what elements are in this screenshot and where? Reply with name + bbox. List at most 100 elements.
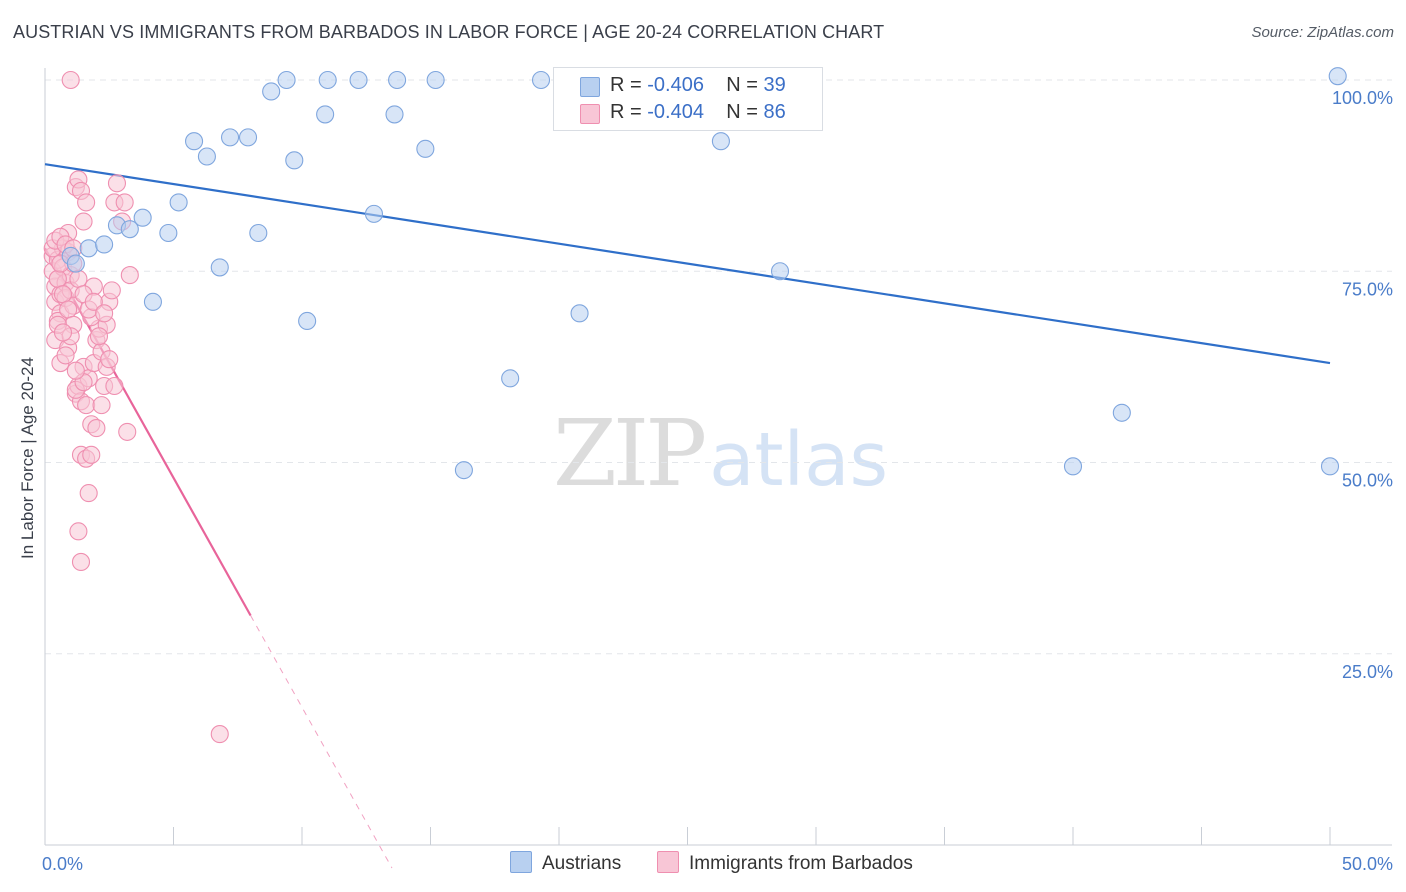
austrians-point <box>1112 403 1131 422</box>
barbados-point <box>74 212 93 231</box>
barbados-point <box>56 346 75 365</box>
austrians-point <box>238 128 258 147</box>
y-tick-label-50: 50.0% <box>1342 471 1393 491</box>
austrians-point <box>285 151 304 170</box>
austrians-point <box>262 82 281 101</box>
data-points <box>43 67 1347 744</box>
austrians-point <box>531 70 551 90</box>
legend-austrians-label: Austrians <box>542 853 622 874</box>
barbados-point <box>120 266 139 285</box>
austrians-point <box>66 254 85 273</box>
austrians-r-value: -0.406 <box>647 74 704 96</box>
barbados-swatch <box>580 104 600 124</box>
y-axis-title: In Labor Force | Age 20-24 <box>18 357 37 559</box>
barbados-n-value: 86 <box>763 101 786 123</box>
austrians-point <box>1063 457 1083 476</box>
trend-line-austrians <box>44 163 1331 365</box>
barbados-point <box>61 70 80 90</box>
austrians-n-value: 39 <box>763 74 786 96</box>
austrians-point <box>364 204 384 223</box>
austrians-n-label: N = <box>726 74 758 96</box>
barbados-point <box>66 361 85 380</box>
trend-line-extension-barbados <box>250 615 393 869</box>
barbados-point <box>102 281 121 300</box>
barbados-point <box>118 422 137 441</box>
austrians-point <box>298 311 317 331</box>
watermark-zip: ZIP <box>553 400 707 507</box>
axes <box>44 68 1392 846</box>
legend-austrians: Austrians <box>510 851 621 875</box>
austrians-legend-swatch <box>510 851 532 873</box>
austrians-point <box>159 223 178 243</box>
barbados-point <box>107 174 127 193</box>
austrians-point <box>169 193 188 212</box>
barbados-point <box>89 327 109 346</box>
austrians-point <box>185 132 204 151</box>
barbados-point <box>87 419 106 438</box>
austrians-point <box>249 223 268 243</box>
austrians-point <box>197 147 216 166</box>
barbados-point <box>53 323 73 342</box>
legend-barbados-label: Immigrants from Barbados <box>689 853 913 874</box>
y-tick-label-25: 25.0% <box>1342 662 1393 682</box>
austrians-point <box>120 220 139 239</box>
austrians-stats: R = -0.406 N = 39 <box>610 74 786 97</box>
legend-barbados: Immigrants from Barbados <box>657 851 913 875</box>
x-tick-label-min: 0.0% <box>42 854 83 874</box>
barbados-point <box>210 725 229 744</box>
barbados-point <box>79 484 98 503</box>
austrians-point <box>711 132 730 151</box>
austrians-point <box>770 262 790 281</box>
austrians-point <box>349 70 368 90</box>
watermark-atlas: atlas <box>709 417 888 503</box>
austrians-point <box>143 292 162 311</box>
barbados-point <box>77 396 96 415</box>
austrians-point <box>318 70 337 90</box>
austrians-point <box>385 105 404 124</box>
barbados-point <box>84 292 103 311</box>
stats-legend: R = -0.406 N = 39 R = -0.404 N = 86 <box>553 67 823 131</box>
barbados-point <box>69 522 88 541</box>
x-tick-label-max: 50.0% <box>1342 854 1393 874</box>
trend-lines <box>44 163 1331 869</box>
austrians-point <box>133 208 152 227</box>
barbados-r-label: R = <box>610 101 642 123</box>
barbados-legend-swatch <box>657 851 679 873</box>
austrians-swatch <box>580 77 600 97</box>
barbados-point <box>105 376 124 396</box>
austrians-point <box>79 239 98 258</box>
austrians-point <box>1328 67 1347 86</box>
barbados-point <box>53 285 73 304</box>
grid-lines <box>45 79 1392 655</box>
austrians-point <box>570 304 589 323</box>
austrians-point <box>220 128 240 147</box>
barbados-point <box>100 350 119 369</box>
barbados-point <box>82 445 101 464</box>
barbados-point <box>77 193 96 212</box>
source-credit: Source: ZipAtlas.com <box>1251 24 1394 41</box>
austrians-point <box>501 369 520 388</box>
watermark: ZIPatlas <box>553 400 888 507</box>
axis-labels: 25.0% 50.0% 75.0% 100.0% 0.0% 50.0% In Labor F… <box>18 88 1393 874</box>
barbados-point <box>95 304 114 323</box>
austrians-point <box>316 105 335 124</box>
barbados-n-label: N = <box>726 101 758 123</box>
barbados-point <box>48 269 67 288</box>
y-tick-label-75: 75.0% <box>1342 279 1393 299</box>
barbados-stats: R = -0.404 N = 86 <box>610 101 786 124</box>
austrians-point <box>210 258 229 277</box>
barbados-point <box>59 300 78 319</box>
barbados-point <box>115 193 134 212</box>
austrians-point <box>416 139 435 158</box>
barbados-point <box>69 269 88 288</box>
austrians-point <box>426 70 445 90</box>
barbados-r-value: -0.404 <box>647 101 704 123</box>
austrians-point <box>1320 457 1340 476</box>
austrians-point <box>277 70 296 90</box>
chart-title: AUSTRIAN VS IMMIGRANTS FROM BARBADOS IN … <box>13 22 885 42</box>
barbados-point <box>92 396 111 415</box>
y-tick-label-100: 100.0% <box>1332 88 1393 108</box>
barbados-point <box>71 552 91 572</box>
austrians-point <box>388 70 407 90</box>
